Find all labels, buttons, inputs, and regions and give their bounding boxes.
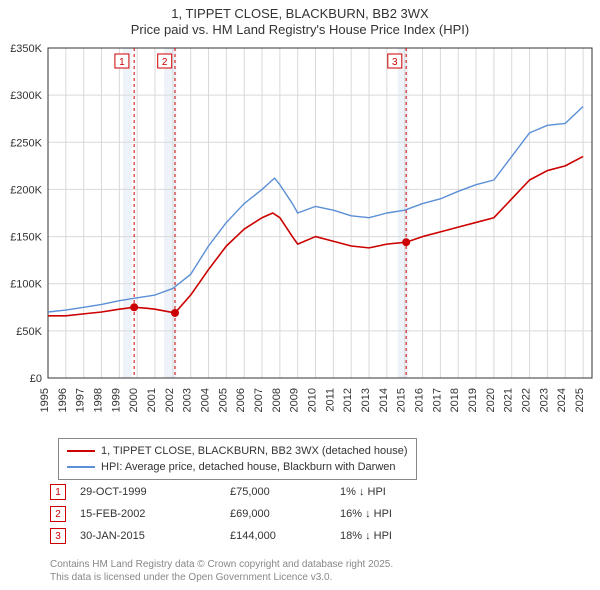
svg-text:1996: 1996 xyxy=(57,388,69,412)
sale-delta: 18% ↓ HPI xyxy=(340,530,450,542)
svg-text:1995: 1995 xyxy=(39,388,51,412)
sale-row: 1 29-OCT-1999£75,0001% ↓ HPI xyxy=(50,484,450,500)
svg-text:£300K: £300K xyxy=(10,90,42,102)
svg-text:£150K: £150K xyxy=(10,232,42,244)
svg-text:2010: 2010 xyxy=(307,388,319,412)
svg-text:£0: £0 xyxy=(30,373,42,385)
sale-marker-box: 3 xyxy=(50,528,66,544)
chart-container: 1, TIPPET CLOSE, BLACKBURN, BB2 3WX Pric… xyxy=(0,0,600,590)
svg-text:2018: 2018 xyxy=(449,388,461,412)
license-text: Contains HM Land Registry data © Crown c… xyxy=(50,558,393,584)
svg-text:2007: 2007 xyxy=(253,388,265,412)
svg-text:2: 2 xyxy=(162,57,168,68)
svg-text:3: 3 xyxy=(392,57,398,68)
svg-text:2015: 2015 xyxy=(396,388,408,412)
svg-text:2024: 2024 xyxy=(556,388,568,412)
license-line2: This data is licensed under the Open Gov… xyxy=(50,571,393,584)
title-line2: Price paid vs. HM Land Registry's House … xyxy=(0,22,600,37)
sale-date: 30-JAN-2015 xyxy=(80,530,230,542)
svg-text:2020: 2020 xyxy=(485,388,497,412)
legend-item: 1, TIPPET CLOSE, BLACKBURN, BB2 3WX (det… xyxy=(67,443,408,459)
sales-table: 1 29-OCT-1999£75,0001% ↓ HPI 2 15-FEB-2002£… xyxy=(50,484,450,550)
svg-text:1998: 1998 xyxy=(93,388,105,412)
sale-row: 3 30-JAN-2015£144,00018% ↓ HPI xyxy=(50,528,450,544)
svg-text:2000: 2000 xyxy=(128,388,140,412)
legend-swatch xyxy=(67,466,95,468)
svg-text:2012: 2012 xyxy=(342,388,354,412)
sale-price: £144,000 xyxy=(230,530,340,542)
sale-row: 2 15-FEB-2002£69,00016% ↓ HPI xyxy=(50,506,450,522)
svg-text:2002: 2002 xyxy=(164,388,176,412)
svg-text:2022: 2022 xyxy=(521,388,533,412)
svg-text:2003: 2003 xyxy=(182,388,194,412)
sale-delta: 16% ↓ HPI xyxy=(340,508,450,520)
svg-text:£200K: £200K xyxy=(10,184,42,196)
svg-text:2017: 2017 xyxy=(431,388,443,412)
sale-date: 15-FEB-2002 xyxy=(80,508,230,520)
legend-item: HPI: Average price, detached house, Blac… xyxy=(67,459,408,475)
svg-text:2025: 2025 xyxy=(574,388,586,412)
svg-text:2016: 2016 xyxy=(414,388,426,412)
sale-delta: 1% ↓ HPI xyxy=(340,486,450,498)
legend: 1, TIPPET CLOSE, BLACKBURN, BB2 3WX (det… xyxy=(58,438,417,480)
svg-text:1999: 1999 xyxy=(110,388,122,412)
svg-text:2005: 2005 xyxy=(217,388,229,412)
legend-swatch xyxy=(67,450,95,452)
svg-text:2013: 2013 xyxy=(360,388,372,412)
svg-text:£350K: £350K xyxy=(10,43,42,55)
svg-text:1997: 1997 xyxy=(75,388,87,412)
svg-text:1: 1 xyxy=(119,57,125,68)
svg-text:£250K: £250K xyxy=(10,137,42,149)
line-chart: £0 £50K £100K £150K £200K £250K £300K £350K 1995… xyxy=(0,38,600,438)
svg-text:2004: 2004 xyxy=(200,388,212,412)
sale-marker-box: 2 xyxy=(50,506,66,522)
legend-label: HPI: Average price, detached house, Blac… xyxy=(101,459,396,475)
svg-text:2009: 2009 xyxy=(289,388,301,412)
svg-text:2021: 2021 xyxy=(503,388,515,412)
sale-date: 29-OCT-1999 xyxy=(80,486,230,498)
svg-text:£50K: £50K xyxy=(16,326,42,338)
svg-text:2019: 2019 xyxy=(467,388,479,412)
legend-label: 1, TIPPET CLOSE, BLACKBURN, BB2 3WX (det… xyxy=(101,443,408,459)
svg-text:2006: 2006 xyxy=(235,388,247,412)
title-line1: 1, TIPPET CLOSE, BLACKBURN, BB2 3WX xyxy=(0,6,600,21)
svg-text:2014: 2014 xyxy=(378,388,390,412)
svg-text:2001: 2001 xyxy=(146,388,158,412)
sale-price: £69,000 xyxy=(230,508,340,520)
svg-text:2011: 2011 xyxy=(324,388,336,412)
sale-price: £75,000 xyxy=(230,486,340,498)
svg-text:2008: 2008 xyxy=(271,388,283,412)
svg-text:2023: 2023 xyxy=(538,388,550,412)
sale-marker-box: 1 xyxy=(50,484,66,500)
svg-text:£100K: £100K xyxy=(10,279,42,291)
license-line1: Contains HM Land Registry data © Crown c… xyxy=(50,558,393,571)
